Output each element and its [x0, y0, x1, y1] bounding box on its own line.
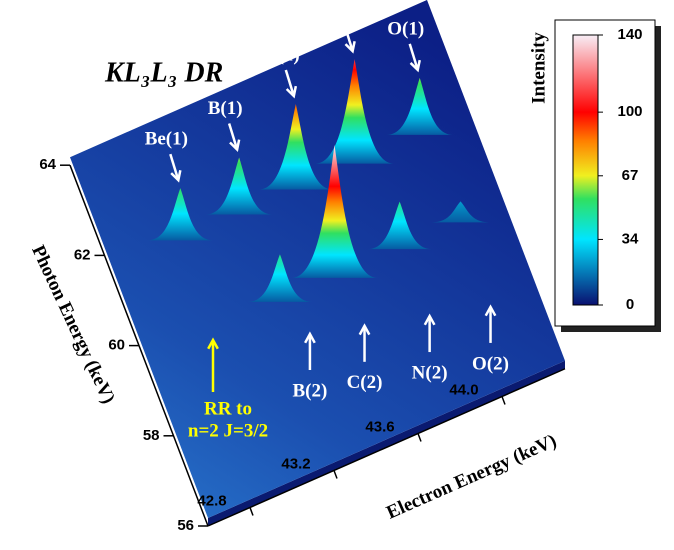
peak-label: C(2) — [347, 372, 383, 393]
x-tick — [418, 434, 421, 442]
x-tick-label: 43.2 — [281, 455, 310, 472]
annotation: n=2 J=3/2 — [188, 420, 268, 441]
colorbar-box — [555, 20, 655, 326]
y-axis-title: Photon Energy (keV) — [27, 242, 119, 407]
colorbar — [573, 35, 598, 305]
x-tick — [502, 397, 505, 405]
peak-label: N(2) — [412, 362, 448, 383]
peak-label: O(1) — [387, 18, 424, 39]
x-tick — [250, 508, 253, 516]
peak-label: Be(1) — [145, 128, 188, 149]
x-axis-title: Electron Energy (keV) — [383, 430, 559, 523]
peak-label: O(2) — [472, 353, 509, 374]
peak-label: B(2) — [293, 380, 328, 401]
chart-title: KL₃L₃ DR — [104, 57, 223, 88]
peak-label: C(1) — [264, 44, 300, 65]
y-tick-label: 56 — [177, 517, 194, 534]
peak-label: B(1) — [208, 98, 243, 119]
colorbar-tick-label: 67 — [622, 167, 639, 184]
colorbar-tick-label: 0 — [626, 296, 634, 313]
y-tick-label: 60 — [108, 337, 125, 354]
y-tick-label: 64 — [39, 156, 56, 173]
colorbar-tick-label: 100 — [617, 103, 642, 120]
x-tick-label: 43.6 — [365, 418, 394, 435]
colorbar-tick-label: 34 — [622, 230, 639, 247]
colorbar-tick-label: 140 — [617, 26, 642, 43]
x-tick-label: 42.8 — [197, 492, 226, 509]
colorbar-title: Intensity — [528, 32, 549, 104]
annotation: RR to — [204, 398, 252, 419]
y-tick-label: 58 — [143, 427, 160, 444]
x-tick — [334, 471, 337, 479]
x-tick-label: 44.0 — [449, 381, 478, 398]
peak-label: N(1) — [323, 0, 359, 20]
y-tick-label: 62 — [74, 246, 91, 263]
